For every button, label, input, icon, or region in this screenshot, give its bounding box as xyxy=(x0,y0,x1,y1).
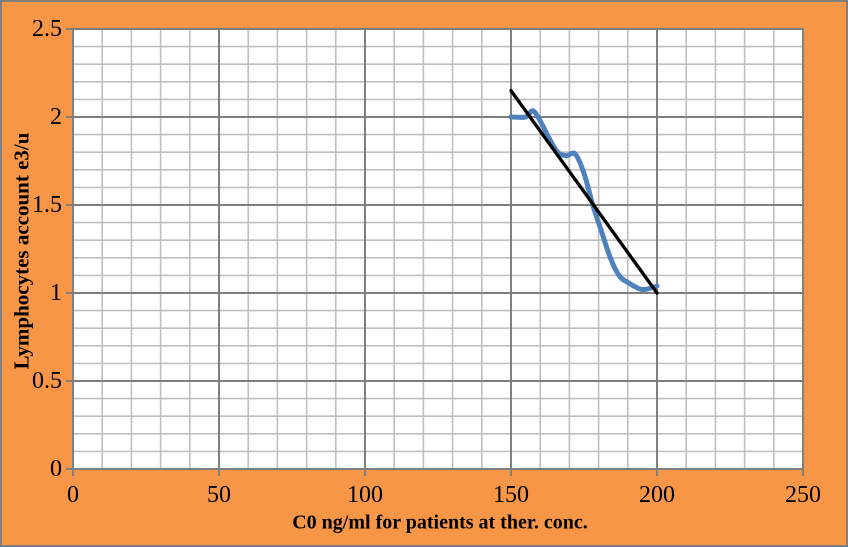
y-tick-label: 1.5 xyxy=(32,192,62,218)
x-tick-label: 250 xyxy=(785,482,821,508)
plot-border xyxy=(72,28,804,470)
plot-grid-and-series xyxy=(66,28,804,476)
x-tick-label: 0 xyxy=(67,482,79,508)
x-tick-label: 200 xyxy=(639,482,675,508)
y-tick-label: 2.5 xyxy=(32,16,62,42)
x-tick-label: 150 xyxy=(493,482,529,508)
x-axis-title: C0 ng/ml for patients at ther. conc. xyxy=(292,511,588,534)
plot-area xyxy=(66,28,804,476)
y-tick-label: 1 xyxy=(50,280,62,306)
x-tick-label: 100 xyxy=(347,482,383,508)
y-tick-label: 0 xyxy=(50,456,62,482)
y-tick-label: 2 xyxy=(50,104,62,130)
y-tick-label: 0.5 xyxy=(32,368,62,394)
y-axis-title: Lymphocytes account e3/u xyxy=(9,132,34,370)
x-tick-label: 50 xyxy=(207,482,231,508)
trendline xyxy=(509,88,659,295)
data-series-line xyxy=(508,108,660,293)
